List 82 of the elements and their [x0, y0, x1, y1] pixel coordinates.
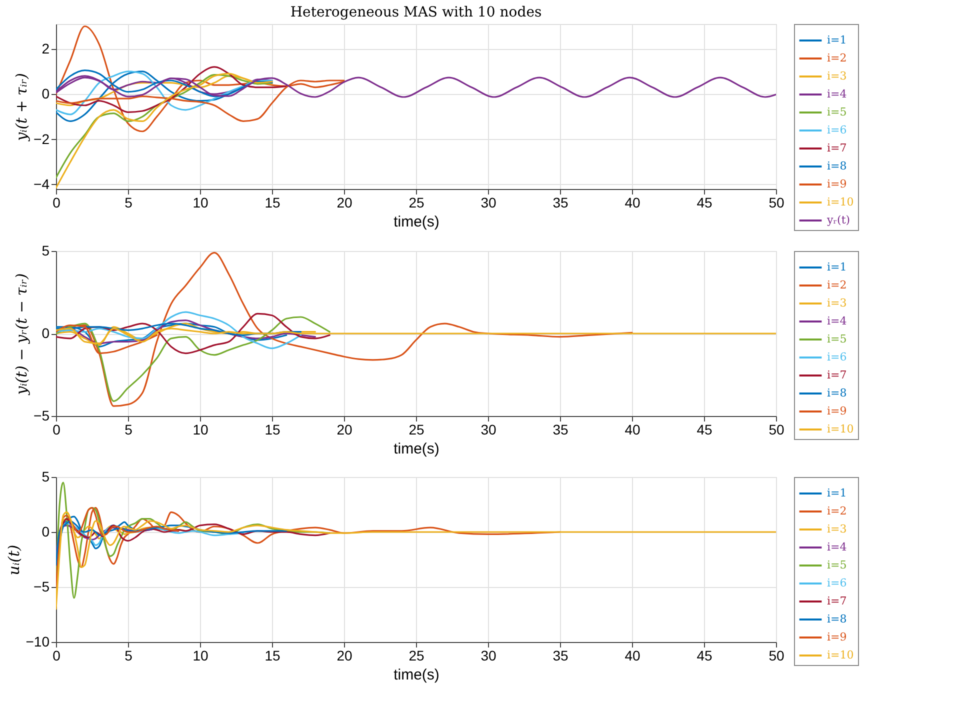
y-axis-title: yᵢ(t) − yᵣ(t − τᵢᵣ) [12, 273, 31, 396]
x-tick-label: 35 [552, 648, 568, 664]
x-axis-title: time(s) [394, 214, 440, 230]
x-tick-label: 25 [408, 648, 424, 664]
y-tick-label: 5 [42, 468, 50, 484]
legend-label: i=5 [827, 558, 847, 572]
x-tick-label: 50 [768, 648, 784, 664]
legend-label: i=10 [827, 196, 854, 208]
x-tick-label: 0 [52, 194, 61, 210]
y-tick-label: −4 [34, 176, 50, 192]
x-tick-label: 40 [624, 648, 640, 664]
legend-label: i=1 [827, 486, 847, 500]
legend-label: i=3 [827, 522, 847, 536]
y-tick-label: 0 [42, 86, 50, 102]
x-tick-label: 0 [52, 648, 61, 664]
y-tick-label: 2 [42, 40, 50, 56]
y-tick-label: −5 [34, 408, 50, 424]
legend-label: i=6 [827, 350, 847, 364]
legend-label: i=8 [827, 612, 847, 626]
legend-label: i=7 [827, 594, 847, 608]
x-tick-label: 15 [264, 422, 280, 438]
legend-label: i=8 [827, 160, 847, 172]
x-tick-label: 5 [124, 194, 133, 210]
x-tick-label: 30 [480, 648, 496, 664]
legend-label: i=2 [827, 278, 847, 292]
x-tick-label: 45 [696, 422, 712, 438]
y-tick-label: 0 [42, 524, 50, 540]
x-tick-label: 35 [552, 422, 568, 438]
x-tick-label: 45 [696, 194, 712, 210]
legend-label: i=5 [827, 106, 847, 118]
x-tick-label: 50 [768, 194, 784, 210]
y-tick-label: 0 [42, 325, 50, 341]
x-tick-label: 15 [264, 648, 280, 664]
legend-label: i=10 [827, 422, 854, 436]
legend-label: i=1 [827, 34, 847, 46]
y-tick-label: −10 [26, 634, 50, 650]
y-tick-label: −5 [34, 578, 50, 594]
legend-label: i=9 [827, 178, 847, 190]
x-tick-label: 45 [696, 648, 712, 664]
legend-label: i=6 [827, 124, 847, 136]
x-tick-label: 30 [480, 422, 496, 438]
y-axis-title: uᵢ(t) [4, 544, 23, 576]
x-tick-label: 20 [336, 648, 352, 664]
legend-label: i=7 [827, 142, 847, 154]
x-tick-label: 20 [336, 194, 352, 210]
legend-label: i=2 [827, 52, 847, 64]
x-tick-label: 10 [192, 422, 208, 438]
x-axis-title: time(s) [394, 440, 440, 458]
x-tick-label: 50 [768, 422, 784, 438]
x-tick-label: 25 [408, 422, 424, 438]
x-tick-label: 40 [624, 194, 640, 210]
x-tick-label: 20 [336, 422, 352, 438]
x-tick-label: 15 [264, 194, 280, 210]
legend-label: i=6 [827, 576, 847, 590]
legend-label: i=9 [827, 404, 847, 418]
x-tick-label: 40 [624, 422, 640, 438]
y-axis-title: yᵢ(t + τᵢᵣ) [12, 72, 31, 142]
x-tick-label: 35 [552, 194, 568, 210]
legend-label: i=9 [827, 630, 847, 644]
x-tick-label: 5 [124, 422, 133, 438]
legend-label: i=7 [827, 368, 847, 382]
legend-label: i=4 [827, 540, 847, 554]
legend-label: i=10 [827, 648, 854, 662]
x-tick-label: 30 [480, 194, 496, 210]
legend-label: yᵣ(t) [826, 214, 850, 226]
legend-label: i=4 [827, 314, 847, 328]
x-tick-label: 10 [192, 194, 208, 210]
y-tick-label: −2 [34, 130, 50, 147]
x-tick-label: 10 [192, 648, 208, 664]
legend-label: i=8 [827, 386, 847, 400]
legend-label: i=4 [827, 88, 847, 100]
chart-title: Heterogeneous MAS with 10 nodes [290, 4, 542, 20]
x-tick-label: 5 [124, 648, 133, 664]
legend-label: i=5 [827, 332, 847, 346]
legend-label: i=1 [827, 260, 847, 274]
legend-label: i=3 [827, 296, 847, 310]
x-tick-label: 0 [52, 422, 61, 438]
x-tick-label: 25 [408, 194, 424, 210]
legend-label: i=3 [827, 70, 847, 82]
legend-label: i=2 [827, 504, 847, 518]
y-tick-label: 5 [42, 242, 50, 258]
x-axis-title: time(s) [394, 666, 440, 684]
